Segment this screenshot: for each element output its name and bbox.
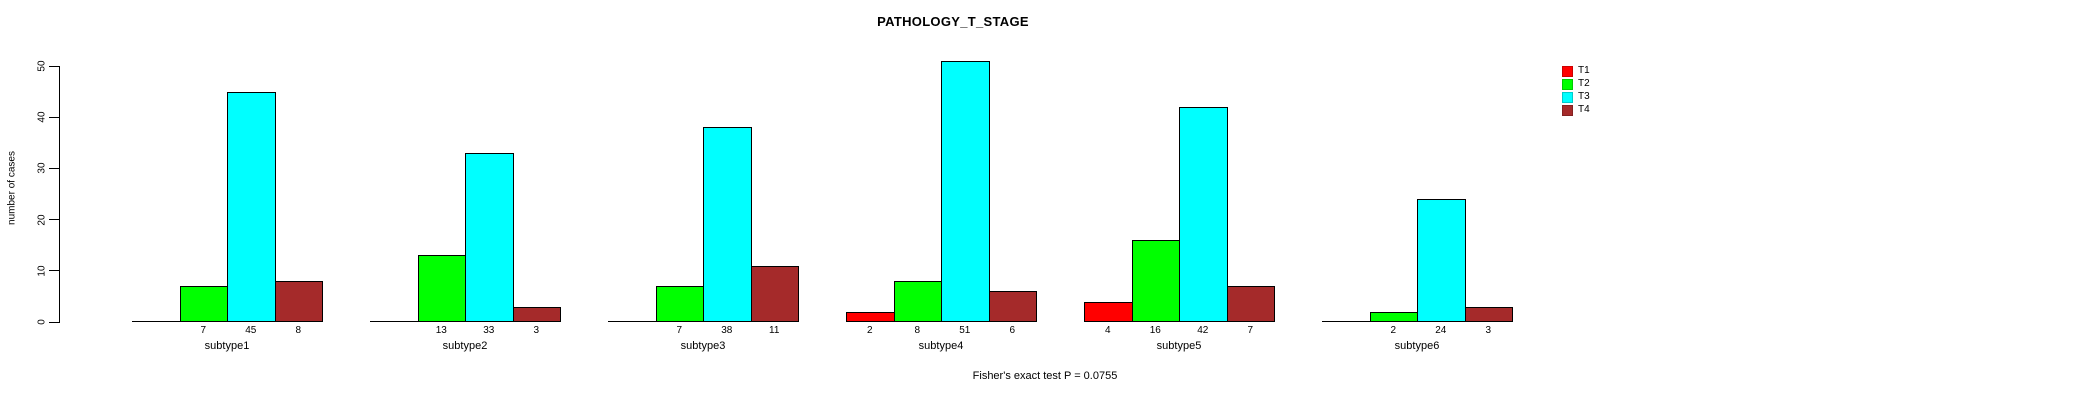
y-tick-label: 30 (36, 162, 48, 174)
bar-value-label: 7 (1247, 325, 1254, 336)
category-label-subtype4: subtype4 (918, 340, 964, 352)
chart-title: PATHOLOGY_T_STAGE (877, 14, 1029, 29)
bar-t2-subtype4 (893, 281, 942, 323)
bar-value-label: 42 (1197, 325, 1209, 336)
bar-value-label: 45 (245, 325, 257, 336)
bar-t1-subtype4 (846, 311, 895, 323)
legend-swatch-t1 (1562, 66, 1573, 77)
bar-t2-subtype1 (179, 286, 228, 323)
bar-value-label: 13 (435, 325, 447, 336)
y-tick (49, 219, 59, 221)
legend-label-t2: T2 (1578, 78, 1590, 89)
legend-swatch-t4 (1562, 105, 1573, 116)
bar-value-label: 3 (533, 325, 540, 336)
y-tick-label: 0 (36, 319, 48, 325)
bar-t3-subtype2 (465, 153, 514, 323)
y-axis-line (59, 66, 60, 323)
y-tick (49, 116, 59, 118)
bar-t4-subtype4 (988, 291, 1037, 323)
bar-t1-subtype5 (1084, 301, 1133, 323)
bar-t2-subtype3 (655, 286, 704, 323)
legend-swatch-t3 (1562, 92, 1573, 103)
bar-value-label: 16 (1149, 325, 1161, 336)
bar-value-label: 7 (200, 325, 207, 336)
bar-t4-subtype1 (274, 281, 323, 323)
bar-value-label: 24 (1435, 325, 1447, 336)
bar-t2-subtype6 (1369, 311, 1418, 323)
bar-value-label: 8 (914, 325, 921, 336)
fisher-test-note: Fisher's exact test P = 0.0755 (972, 370, 1118, 382)
bar-value-label: 38 (721, 325, 733, 336)
y-tick (49, 270, 59, 272)
y-tick (49, 167, 59, 169)
bar-value-label: 2 (1390, 325, 1397, 336)
legend-label-t4: T4 (1578, 104, 1590, 115)
bar-t4-subtype6 (1464, 306, 1513, 323)
y-tick (49, 65, 59, 67)
bar-value-label: 8 (295, 325, 302, 336)
y-tick-label: 50 (36, 60, 48, 72)
bar-t3-subtype4 (941, 60, 990, 323)
bar-value-label: 3 (1485, 325, 1492, 336)
bar-t3-subtype1 (227, 91, 276, 323)
category-label-subtype6: subtype6 (1394, 340, 1440, 352)
category-label-subtype1: subtype1 (204, 340, 250, 352)
y-tick-label: 40 (36, 111, 48, 123)
bar-value-label: 11 (769, 325, 780, 336)
category-label-subtype3: subtype3 (680, 340, 726, 352)
legend-label-t1: T1 (1578, 65, 1590, 76)
bar-value-label: 51 (959, 325, 971, 336)
bar-t4-subtype5 (1226, 286, 1275, 323)
bar-t3-subtype3 (703, 127, 752, 323)
legend-swatch-t2 (1562, 79, 1573, 90)
bar-value-label: 4 (1104, 325, 1111, 336)
y-tick-label: 10 (36, 265, 48, 277)
bar-value-label: 33 (483, 325, 495, 336)
bar-t4-subtype2 (512, 306, 561, 323)
bar-t3-subtype5 (1179, 106, 1228, 323)
bar-t4-subtype3 (750, 265, 799, 323)
bar-value-label: 2 (866, 325, 873, 336)
y-axis-title: number of cases (6, 151, 18, 225)
legend-label-t3: T3 (1578, 91, 1590, 102)
bar-t2-subtype5 (1131, 240, 1180, 323)
category-label-subtype5: subtype5 (1156, 340, 1202, 352)
bar-t2-subtype2 (417, 255, 466, 323)
category-label-subtype2: subtype2 (442, 340, 488, 352)
bar-value-label: 6 (1009, 325, 1016, 336)
bar-t3-subtype6 (1417, 199, 1466, 323)
bar-value-label: 7 (676, 325, 683, 336)
y-tick-label: 20 (36, 214, 48, 226)
y-tick (49, 321, 59, 323)
